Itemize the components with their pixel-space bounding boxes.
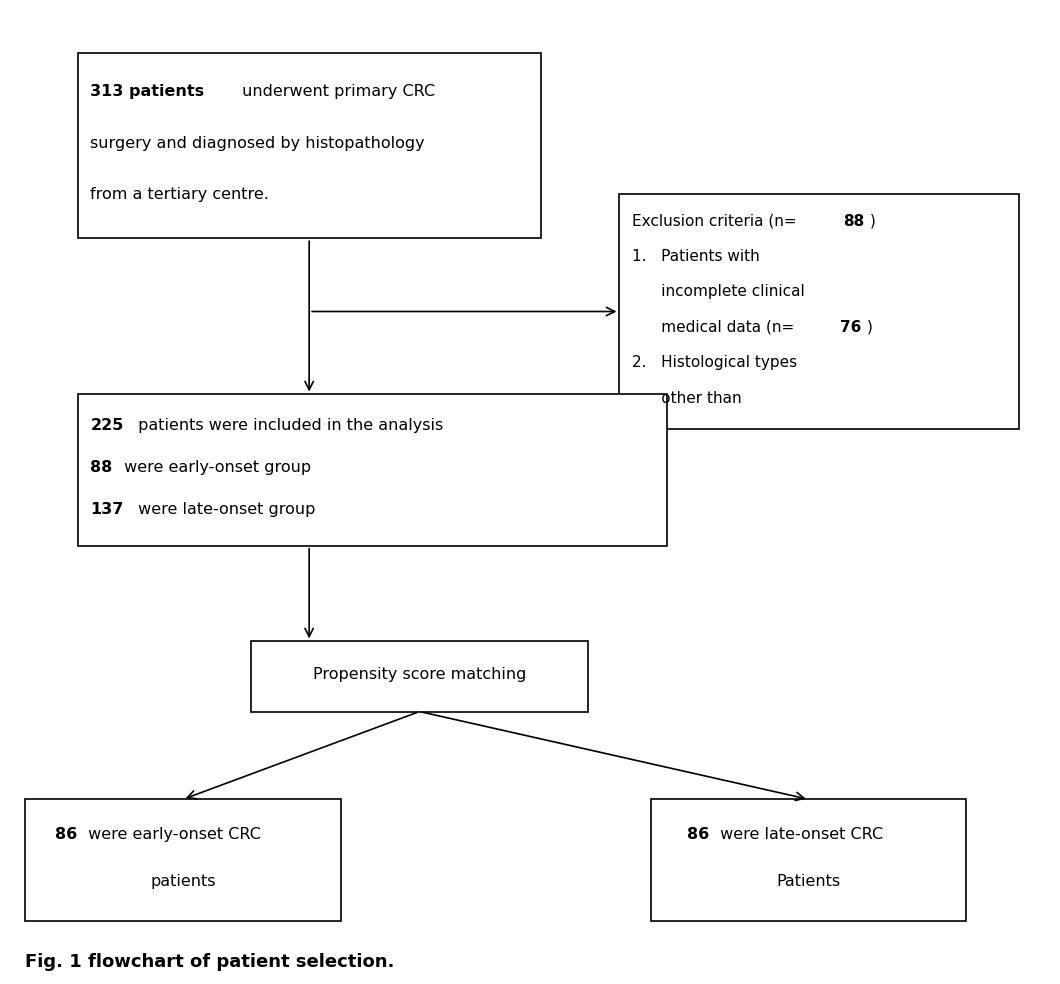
Text: were late-onset CRC: were late-onset CRC [716,827,883,842]
Text: Patients: Patients [777,874,841,889]
Bar [25,799,340,921]
Text: Exclusion criteria (n=: Exclusion criteria (n= [632,214,797,228]
Text: were early-onset group: were early-onset group [119,461,311,475]
Text: patients: patients [151,874,215,889]
Text: were early-onset CRC: were early-onset CRC [84,827,261,842]
Bar [77,53,541,238]
Text: were late-onset group: were late-onset group [134,503,316,518]
Text: medical data (n=: medical data (n= [632,320,794,335]
Text: 86: 86 [687,827,709,842]
Text: 1.   Patients with: 1. Patients with [632,249,760,264]
Text: Propensity score matching: Propensity score matching [313,667,526,682]
Bar [77,395,667,546]
Text: 88: 88 [90,461,112,475]
Text: patients were included in the analysis: patients were included in the analysis [134,418,443,433]
Text: surgery and diagnosed by histopathology: surgery and diagnosed by histopathology [90,136,425,151]
Text: 76: 76 [840,320,861,335]
Text: 313 patients: 313 patients [90,84,205,99]
Text: 2.   Histological types: 2. Histological types [632,355,797,370]
Text: 137: 137 [90,503,124,518]
Bar [251,642,588,711]
Text: 86: 86 [55,827,77,842]
Text: underwent primary CRC: underwent primary CRC [236,84,435,99]
Text: 225: 225 [90,418,124,433]
Text: 88: 88 [843,214,864,228]
Text: from a tertiary centre.: from a tertiary centre. [90,187,269,202]
Text: incomplete clinical: incomplete clinical [632,284,805,299]
Bar [651,799,967,921]
Text: Fig. 1 flowchart of patient selection.: Fig. 1 flowchart of patient selection. [25,953,394,971]
Text: ): ) [870,214,876,228]
Text: other than: other than [632,391,742,406]
Bar [619,195,1019,429]
Text: ): ) [867,320,873,335]
